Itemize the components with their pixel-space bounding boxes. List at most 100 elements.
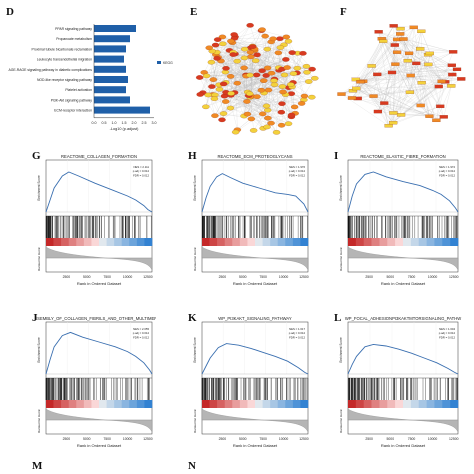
network-node bbox=[263, 65, 272, 71]
x-tick-label: 2.5 bbox=[142, 121, 147, 125]
x-tick-label: 5000 bbox=[83, 437, 91, 441]
network-node bbox=[424, 62, 433, 67]
network-edge bbox=[416, 63, 437, 121]
rank-color-segment bbox=[68, 400, 77, 408]
network-node bbox=[195, 75, 204, 80]
network-edge bbox=[355, 79, 437, 121]
rank-color-segment bbox=[68, 238, 77, 246]
network-edge bbox=[218, 57, 247, 102]
x-tick-label: 2500 bbox=[219, 437, 227, 441]
rank-color-segment bbox=[262, 400, 271, 408]
x-tick-label: 7500 bbox=[103, 437, 111, 441]
network-edge bbox=[363, 28, 401, 82]
gsea-title: REACTOME_ASSEMBLY_OF_COLLAGEN_FIBRILS_AN… bbox=[36, 316, 156, 321]
network-node bbox=[384, 124, 393, 128]
network-node bbox=[389, 24, 398, 28]
enrichment-curve bbox=[201, 173, 309, 213]
y2-axis-title: Ranked list metric bbox=[339, 409, 343, 433]
network-node bbox=[396, 26, 405, 31]
x-axis-title: Rank in Ordered Dataset bbox=[233, 443, 278, 448]
network-node bbox=[396, 113, 406, 117]
network-node bbox=[284, 38, 293, 44]
network-node bbox=[373, 72, 382, 77]
rank-color-segment bbox=[434, 238, 443, 246]
rank-color-segment bbox=[450, 400, 459, 408]
network-edge bbox=[244, 67, 294, 74]
network-node bbox=[396, 32, 405, 36]
network-edge bbox=[261, 30, 287, 38]
network-edge bbox=[396, 52, 421, 106]
x-tick-label: 10000 bbox=[123, 275, 133, 279]
network-node bbox=[452, 67, 462, 72]
network-edge bbox=[273, 80, 304, 100]
network-node bbox=[432, 118, 441, 123]
rank-color-segment bbox=[239, 400, 248, 408]
network-node bbox=[303, 69, 311, 75]
network-node bbox=[258, 111, 267, 117]
x-axis-title: Rank in Ordered Dataset bbox=[77, 443, 122, 448]
bar-category-label: Propanoate metabolism bbox=[56, 37, 92, 41]
network-node bbox=[219, 41, 227, 47]
network-edge bbox=[222, 36, 249, 96]
rank-color-segment bbox=[363, 400, 372, 408]
network-edge bbox=[395, 64, 453, 75]
network-node bbox=[207, 59, 216, 65]
network-edge bbox=[229, 50, 252, 97]
network-edge bbox=[215, 45, 264, 129]
y2-axis-title: Ranked list metric bbox=[37, 247, 41, 271]
panel-f-network bbox=[334, 18, 468, 140]
network-node bbox=[219, 111, 228, 116]
network-node bbox=[269, 36, 277, 42]
network-node bbox=[369, 94, 378, 98]
network-edge bbox=[421, 82, 437, 121]
network-edge bbox=[451, 74, 453, 86]
network-node bbox=[297, 101, 306, 106]
rank-color-segment bbox=[395, 238, 404, 246]
rank-color-segment bbox=[355, 400, 365, 408]
network-edge bbox=[403, 39, 411, 93]
gsea-stat-text: p.adj = 0.014 bbox=[289, 169, 306, 173]
network-edge bbox=[428, 64, 442, 82]
network-edge bbox=[383, 41, 411, 93]
bar-category-label: Proximal tubule bicarbonate reclamation bbox=[32, 47, 93, 51]
x-tick-label: 10000 bbox=[428, 275, 438, 279]
ppi-network-f bbox=[337, 24, 466, 128]
legend-label: KEGG bbox=[163, 61, 173, 65]
network-node bbox=[247, 116, 256, 122]
network-edge bbox=[253, 53, 304, 131]
network-edge bbox=[397, 52, 417, 64]
network-node bbox=[352, 86, 361, 91]
rank-color-segment bbox=[114, 238, 123, 246]
panel-j-gsea: REACTOME_ASSEMBLY_OF_COLLAGEN_FIBRILS_AN… bbox=[36, 312, 156, 462]
rank-color-segment bbox=[76, 400, 85, 408]
ranked-metric-area bbox=[347, 408, 459, 433]
network-edge bbox=[356, 25, 394, 89]
network-node bbox=[282, 57, 290, 62]
panel-label-d: D bbox=[6, 6, 14, 18]
network-node bbox=[262, 103, 271, 109]
network-node bbox=[300, 93, 309, 99]
x-tick-label: 2500 bbox=[63, 437, 71, 441]
network-node bbox=[267, 70, 276, 76]
network-node bbox=[263, 46, 271, 52]
network-edge bbox=[267, 114, 292, 119]
network-node bbox=[252, 72, 261, 78]
network-edge bbox=[212, 51, 293, 87]
network-node bbox=[274, 50, 283, 56]
rank-color-segment bbox=[410, 400, 420, 408]
network-node bbox=[391, 62, 400, 66]
gsea-stat-text: NES = 2.111 bbox=[133, 165, 149, 169]
network-edge bbox=[251, 46, 253, 97]
network-node bbox=[417, 81, 426, 85]
network-edge bbox=[383, 41, 441, 107]
network-edge bbox=[356, 88, 402, 115]
network-edge bbox=[391, 65, 452, 73]
network-edge bbox=[420, 53, 430, 106]
network-edge bbox=[403, 39, 408, 61]
network-edge bbox=[393, 69, 458, 114]
x-axis-title: Rank in Ordered Dataset bbox=[77, 281, 122, 286]
network-node bbox=[261, 33, 269, 39]
network-node bbox=[425, 114, 434, 118]
x-tick-label: 1.0 bbox=[112, 121, 117, 125]
network-node bbox=[258, 27, 266, 33]
